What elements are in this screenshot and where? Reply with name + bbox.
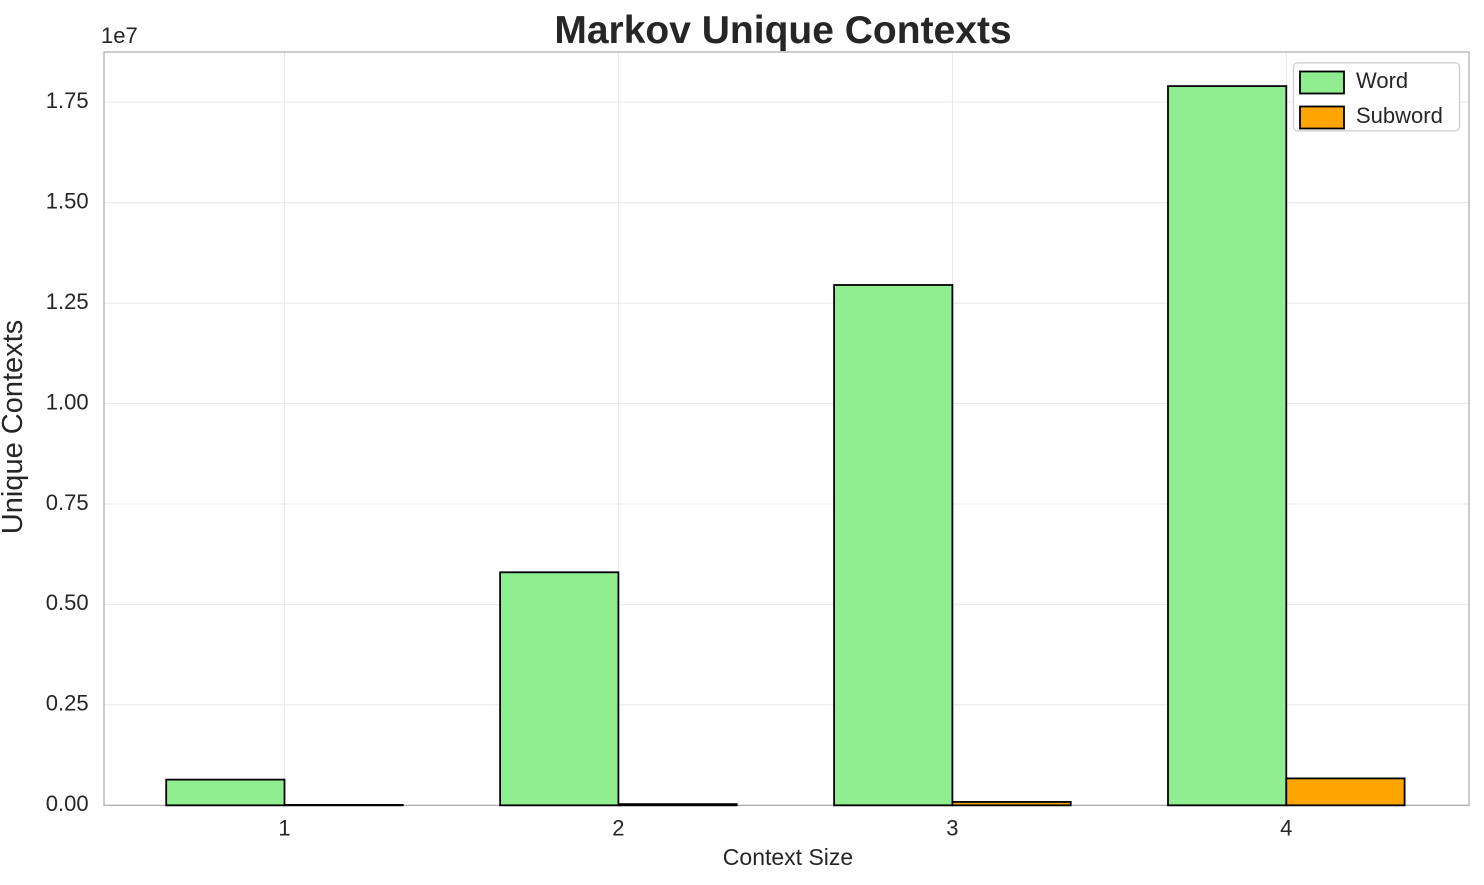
svg-text:0.25: 0.25	[46, 691, 89, 716]
svg-text:Context Size: Context Size	[723, 844, 853, 870]
svg-text:0.00: 0.00	[46, 791, 89, 816]
svg-text:2: 2	[612, 815, 624, 840]
svg-text:1e7: 1e7	[101, 23, 138, 48]
svg-text:3: 3	[946, 815, 958, 840]
svg-text:1.00: 1.00	[46, 389, 89, 414]
svg-text:0.50: 0.50	[46, 590, 89, 615]
svg-text:4: 4	[1280, 815, 1292, 840]
svg-text:Unique Contexts: Unique Contexts	[0, 320, 29, 534]
svg-text:Markov Unique Contexts: Markov Unique Contexts	[554, 9, 1011, 52]
svg-text:1.50: 1.50	[46, 188, 89, 213]
svg-text:Subword: Subword	[1356, 103, 1443, 128]
svg-text:Word: Word	[1356, 68, 1408, 93]
svg-text:1: 1	[278, 815, 290, 840]
svg-text:1.25: 1.25	[46, 289, 89, 314]
svg-text:1.75: 1.75	[46, 88, 89, 113]
svg-text:0.75: 0.75	[46, 490, 89, 515]
